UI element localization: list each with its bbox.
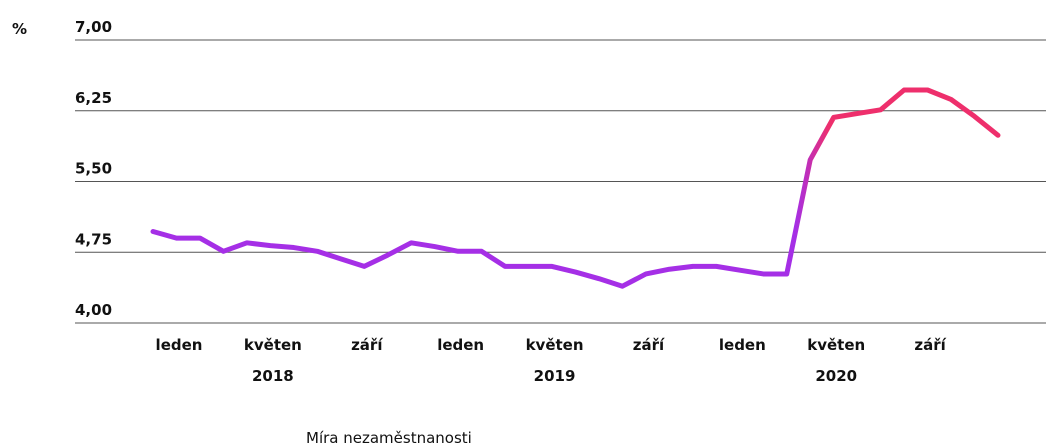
x-tick-label: květen [526, 336, 584, 354]
x-tick-label: září [633, 336, 665, 354]
y-tick-label: 5,50 [75, 160, 112, 178]
x-tick-label: květen [807, 336, 865, 354]
x-tick-label: leden [437, 336, 484, 354]
x-tick-label: září [914, 336, 946, 354]
y-tick-label: 4,75 [75, 230, 112, 248]
legend-label: Míra nezaměstnanosti [306, 429, 472, 447]
x-tick-label: leden [156, 336, 203, 354]
y-tick-label: 7,00 [75, 18, 112, 36]
y-tick-label: 4,00 [75, 301, 112, 319]
year-label: 2020 [815, 367, 857, 385]
x-tick-label: leden [719, 336, 766, 354]
y-unit: % [12, 20, 27, 38]
x-tick-label: květen [244, 336, 302, 354]
year-label: 2019 [534, 367, 576, 385]
data-line [150, 87, 1001, 289]
x-tick-label: září [351, 336, 383, 354]
y-tick-label: 6,25 [75, 89, 112, 107]
year-label: 2018 [252, 367, 294, 385]
